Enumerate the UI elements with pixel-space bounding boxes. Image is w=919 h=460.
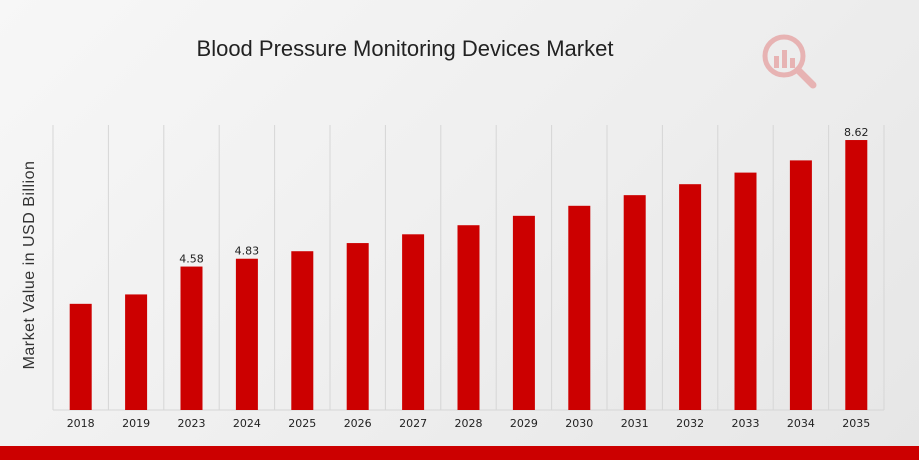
footer-accent-bar (0, 446, 919, 460)
x-tick-labels: 2018 2019 2023 2024 2025 2026 2027 2028 2029 2030… (67, 417, 871, 430)
bar-2032 (679, 184, 702, 410)
x-tick-label: 2023 (178, 417, 206, 430)
x-tick-label: 2030 (565, 417, 593, 430)
x-tick-label: 2027 (399, 417, 427, 430)
x-tick-label: 2028 (455, 417, 483, 430)
chart-title: Blood Pressure Monitoring Devices Market (196, 36, 614, 61)
x-tick-label: 2024 (233, 417, 261, 430)
bars (69, 140, 868, 411)
data-label-2035: 8.62 (844, 126, 869, 139)
bar-2028 (457, 225, 480, 410)
bar-2019 (125, 294, 148, 410)
x-tick-label: 2032 (676, 417, 704, 430)
bar-2035 (845, 140, 868, 411)
bar-2023 (180, 266, 203, 410)
bar-2029 (512, 215, 535, 410)
data-labels: 4.58 4.83 8.62 (179, 126, 868, 266)
bar-2024 (235, 258, 258, 410)
bar-2026 (346, 243, 369, 410)
x-tick-label: 2018 (67, 417, 95, 430)
x-tick-label: 2025 (288, 417, 316, 430)
x-tick-label: 2035 (842, 417, 870, 430)
x-tick-label: 2029 (510, 417, 538, 430)
data-label-2023: 4.58 (179, 253, 204, 266)
bar-2025 (291, 251, 314, 410)
x-tick-label: 2031 (621, 417, 649, 430)
bar-2034 (789, 160, 812, 410)
data-label-2024: 4.83 (235, 245, 260, 258)
x-tick-label: 2034 (787, 417, 815, 430)
bar-2018 (69, 303, 92, 410)
x-tick-label: 2019 (122, 417, 150, 430)
bar-2030 (568, 205, 591, 410)
bar-2033 (734, 172, 757, 410)
x-tick-label: 2033 (732, 417, 760, 430)
x-tick-label: 2026 (344, 417, 372, 430)
bar-2031 (623, 195, 646, 410)
magnifier-bar-chart-icon (762, 34, 817, 89)
bar-2027 (402, 234, 425, 410)
